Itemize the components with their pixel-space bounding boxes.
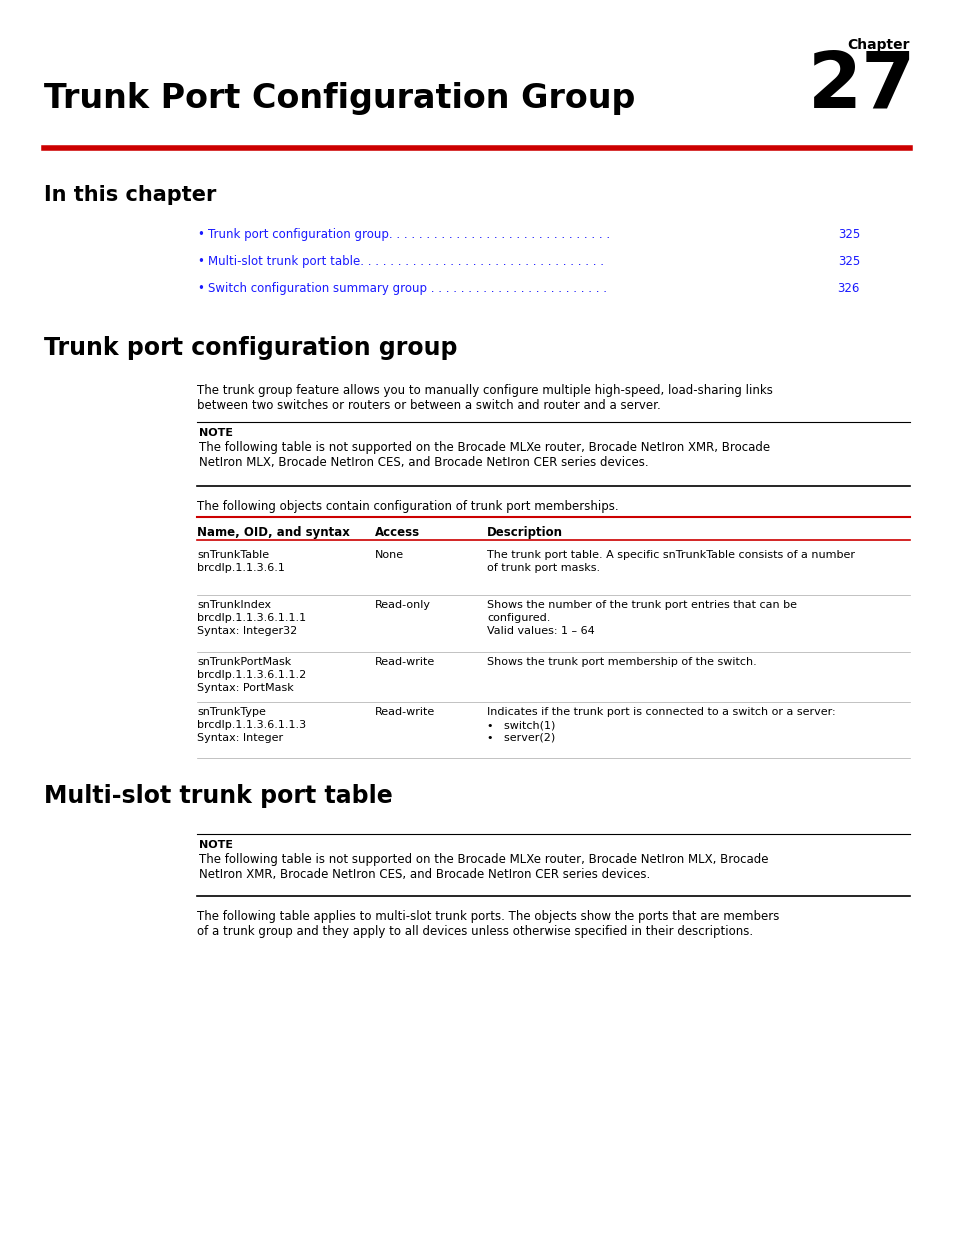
Text: brcdlp.1.1.3.6.1.1.1: brcdlp.1.1.3.6.1.1.1 [196,613,306,622]
Text: The following table applies to multi-slot trunk ports. The objects show the port: The following table applies to multi-slo… [196,910,779,923]
Text: NOTE: NOTE [199,840,233,850]
Text: The trunk group feature allows you to manually configure multiple high-speed, lo: The trunk group feature allows you to ma… [196,384,772,396]
Text: None: None [375,550,404,559]
Text: Read-write: Read-write [375,706,435,718]
Text: of a trunk group and they apply to all devices unless otherwise specified in the: of a trunk group and they apply to all d… [196,925,752,939]
Text: •   switch(1): • switch(1) [486,720,555,730]
Text: •: • [196,228,204,241]
Text: 325: 325 [837,228,859,241]
Text: brcdlp.1.1.3.6.1.1.2: brcdlp.1.1.3.6.1.1.2 [196,671,306,680]
Text: Valid values: 1 – 64: Valid values: 1 – 64 [486,626,594,636]
Text: Name, OID, and syntax: Name, OID, and syntax [196,526,350,538]
Text: Syntax: PortMask: Syntax: PortMask [196,683,294,693]
Text: The following table is not supported on the Brocade MLXe router, Brocade NetIron: The following table is not supported on … [199,441,769,454]
Text: 27: 27 [807,48,915,124]
Text: Read-only: Read-only [375,600,431,610]
Text: snTrunkTable: snTrunkTable [196,550,269,559]
Text: Switch configuration summary group . . . . . . . . . . . . . . . . . . . . . . .: Switch configuration summary group . . .… [208,282,606,295]
Text: The trunk port table. A specific snTrunkTable consists of a number: The trunk port table. A specific snTrunk… [486,550,854,559]
Text: 325: 325 [837,254,859,268]
Text: •: • [196,254,204,268]
Text: Chapter: Chapter [846,38,909,52]
Text: Shows the trunk port membership of the switch.: Shows the trunk port membership of the s… [486,657,756,667]
Text: Syntax: Integer32: Syntax: Integer32 [196,626,297,636]
Text: Shows the number of the trunk port entries that can be: Shows the number of the trunk port entri… [486,600,796,610]
Text: Access: Access [375,526,419,538]
Text: Trunk port configuration group: Trunk port configuration group [44,336,457,359]
Text: Read-write: Read-write [375,657,435,667]
Text: The following objects contain configuration of trunk port memberships.: The following objects contain configurat… [196,500,618,513]
Text: Syntax: Integer: Syntax: Integer [196,734,283,743]
Text: snTrunkType: snTrunkType [196,706,266,718]
Text: •: • [196,282,204,295]
Text: Indicates if the trunk port is connected to a switch or a server:: Indicates if the trunk port is connected… [486,706,835,718]
Text: of trunk port masks.: of trunk port masks. [486,563,599,573]
Text: Multi-slot trunk port table. . . . . . . . . . . . . . . . . . . . . . . . . . .: Multi-slot trunk port table. . . . . . .… [208,254,603,268]
Text: NetIron MLX, Brocade NetIron CES, and Brocade NetIron CER series devices.: NetIron MLX, Brocade NetIron CES, and Br… [199,456,648,469]
Text: Multi-slot trunk port table: Multi-slot trunk port table [44,784,393,808]
Text: between two switches or routers or between a switch and router and a server.: between two switches or routers or betwe… [196,399,660,412]
Text: In this chapter: In this chapter [44,185,216,205]
Text: Description: Description [486,526,562,538]
Text: Trunk Port Configuration Group: Trunk Port Configuration Group [44,82,635,115]
Text: 326: 326 [837,282,859,295]
Text: configured.: configured. [486,613,550,622]
Text: NetIron XMR, Brocade NetIron CES, and Brocade NetIron CER series devices.: NetIron XMR, Brocade NetIron CES, and Br… [199,868,650,881]
Text: NOTE: NOTE [199,429,233,438]
Text: brcdlp.1.1.3.6.1: brcdlp.1.1.3.6.1 [196,563,285,573]
Text: snTrunkIndex: snTrunkIndex [196,600,271,610]
Text: brcdlp.1.1.3.6.1.1.3: brcdlp.1.1.3.6.1.1.3 [196,720,306,730]
Text: The following table is not supported on the Brocade MLXe router, Brocade NetIron: The following table is not supported on … [199,853,768,866]
Text: Trunk port configuration group. . . . . . . . . . . . . . . . . . . . . . . . . : Trunk port configuration group. . . . . … [208,228,610,241]
Text: snTrunkPortMask: snTrunkPortMask [196,657,291,667]
Text: •   server(2): • server(2) [486,734,555,743]
